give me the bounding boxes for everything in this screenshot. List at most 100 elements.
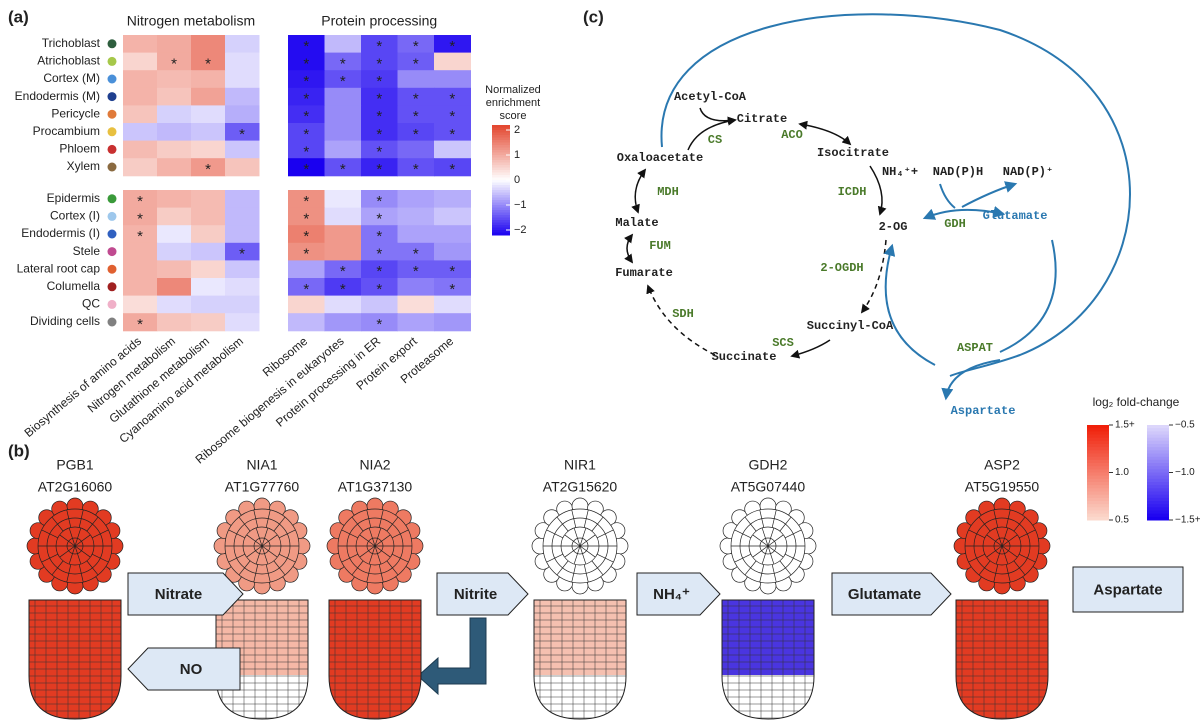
stele-wall — [368, 527, 376, 547]
stele-wall — [255, 545, 263, 565]
row-label: Lateral root cap — [17, 261, 101, 275]
heat-cell — [361, 87, 398, 106]
heat-cell — [361, 313, 398, 332]
heat-cell — [324, 242, 362, 261]
metabolite: Acetyl-CoA — [674, 90, 747, 104]
legend-step — [1087, 475, 1109, 480]
stele-wall — [579, 527, 587, 547]
colorbar-step — [492, 222, 510, 226]
heat-cell — [434, 225, 471, 244]
heat-cell — [191, 35, 226, 54]
metabolite: Succinate — [712, 350, 777, 364]
significance: * — [376, 38, 382, 55]
row-dot — [107, 264, 117, 274]
colorbar-step — [492, 230, 510, 233]
root-upper — [29, 600, 121, 675]
significance: * — [376, 246, 382, 263]
heat-cell — [361, 52, 398, 71]
significance: * — [303, 246, 309, 263]
compound-box — [436, 572, 529, 616]
heat-cell — [123, 190, 158, 209]
heat-cell — [191, 295, 226, 314]
heat-cell — [157, 190, 192, 209]
heat-cell — [397, 242, 435, 261]
colorbar-step — [492, 190, 510, 193]
row-dot — [107, 247, 117, 257]
heat-cell — [361, 140, 398, 159]
legend-step — [1087, 447, 1109, 451]
heat-cell — [191, 260, 226, 279]
panel-label: (b) — [8, 441, 30, 460]
legend-step — [1087, 453, 1109, 458]
stele-wall — [564, 545, 581, 558]
heat-cell — [288, 313, 325, 332]
stele-wall — [752, 545, 769, 558]
compound-box — [1072, 566, 1184, 613]
colorbar-label: 1 — [514, 149, 520, 161]
bent-arrow — [417, 617, 487, 696]
legend-label: −1.5+ — [1175, 515, 1200, 526]
heat-cell — [123, 87, 158, 106]
root-section — [213, 497, 311, 595]
heat-cell — [288, 35, 325, 54]
legend-step — [1147, 494, 1169, 499]
heat-cell — [123, 278, 158, 297]
colorbar-step — [492, 160, 510, 163]
colorbar-step — [492, 205, 510, 208]
heat-cell — [434, 105, 471, 124]
legend-label: 0.5 — [1115, 515, 1129, 526]
heat-cell — [123, 140, 158, 159]
legend-step — [1087, 510, 1109, 515]
heat-cell — [157, 140, 192, 159]
colorbar-step — [492, 220, 510, 223]
row-label: Trichoblast — [42, 36, 101, 50]
significance: * — [303, 210, 309, 227]
heat-cell — [324, 52, 362, 71]
heat-cell — [397, 158, 435, 177]
heat-cell — [157, 295, 192, 314]
enzyme: GDH — [944, 217, 966, 231]
significance: * — [413, 246, 419, 263]
heat-cell — [225, 260, 260, 279]
colorbar-step — [492, 157, 510, 161]
row-label: Columella — [47, 279, 101, 293]
colorbar-step — [492, 232, 510, 236]
significance: * — [413, 55, 419, 72]
amino-arrows — [660, 13, 1131, 401]
heat-cell — [434, 123, 471, 142]
heat-cell — [157, 207, 192, 226]
legend-label: −0.5 — [1175, 420, 1195, 431]
stele-wall — [261, 534, 278, 547]
compound: NH₄⁺ — [653, 586, 690, 603]
gene-id: AT5G07440 — [731, 479, 806, 495]
legend-step — [1087, 440, 1109, 445]
heat-cell — [288, 158, 325, 177]
compound: Aspartate — [1093, 581, 1162, 598]
legend-label: −1.0 — [1175, 467, 1195, 478]
stele-wall — [374, 545, 391, 558]
stele-wall — [579, 534, 596, 547]
colorbar-step — [492, 147, 510, 151]
significance: * — [413, 38, 419, 55]
row-label: Cortex (M) — [43, 71, 100, 85]
significance: * — [413, 91, 419, 108]
heat-cell — [225, 242, 260, 261]
row-label: Pericycle — [51, 106, 100, 120]
legend-step — [1147, 510, 1169, 515]
amino-acid: Aspartate — [951, 404, 1016, 418]
colorbar-step — [492, 125, 510, 128]
significance: * — [340, 55, 346, 72]
legend-step — [1087, 507, 1109, 511]
enzyme: SDH — [672, 307, 694, 321]
significance: * — [171, 55, 177, 72]
heat-cell — [225, 158, 260, 177]
legend-step — [1087, 466, 1109, 470]
colorbar-step — [492, 167, 510, 171]
significance: * — [376, 55, 382, 72]
legend-step — [1147, 444, 1169, 448]
metabolite: Oxaloacetate — [617, 151, 703, 165]
gene-id: AT5G19550 — [965, 479, 1040, 495]
legend-step — [1147, 485, 1169, 489]
significance: * — [413, 263, 419, 280]
colorbar-step — [492, 155, 510, 158]
